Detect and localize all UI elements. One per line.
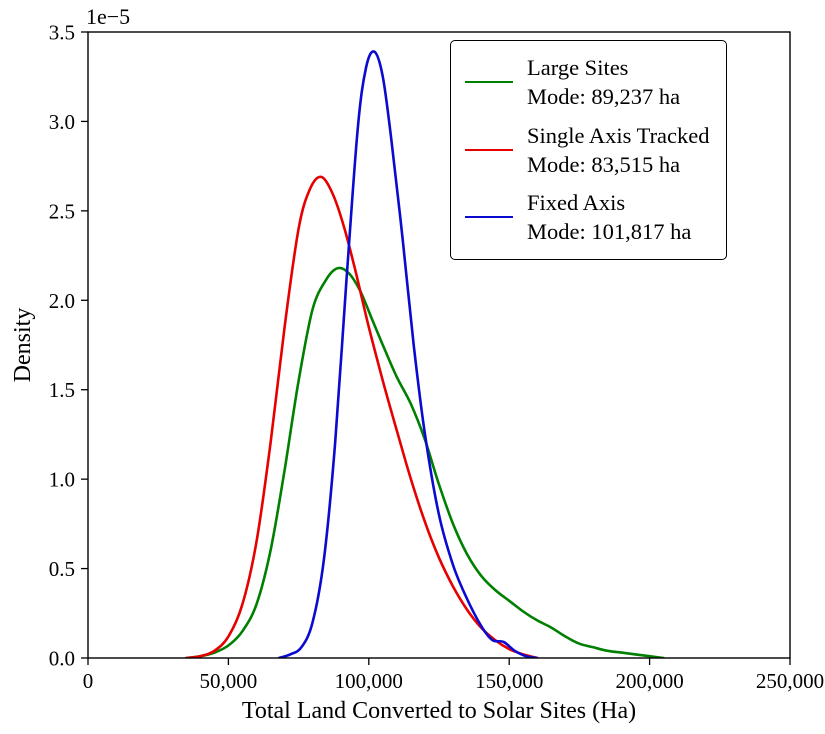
x-axis-label: Total Land Converted to Solar Sites (Ha) [241, 698, 637, 724]
y-tick-label: 1.5 [49, 378, 75, 402]
y-axis-label: Density [10, 307, 36, 383]
y-tick-label: 3.0 [49, 110, 75, 134]
legend-series-mode: Mode: 101,817 ha [527, 219, 692, 245]
legend-series-mode: Mode: 89,237 ha [527, 84, 681, 110]
legend-label-single-axis-tracked: Single Axis Tracked Mode: 83,515 ha [527, 121, 710, 180]
density-curve-large-sites [185, 266, 665, 658]
legend-label-fixed-axis: Fixed Axis Mode: 101,817 ha [527, 188, 691, 247]
legend-series-name: Fixed Axis [527, 190, 626, 215]
legend-series-name: Single Axis Tracked [527, 122, 710, 148]
legend-label-large-sites: Large Sites Mode: 89,237 ha [527, 53, 680, 112]
y-tick-label: 3.5 [49, 21, 75, 45]
density-curve-fixed-axis [277, 50, 539, 658]
plot-border [87, 31, 791, 659]
y-tick-label: 0.5 [49, 557, 75, 581]
y-tick-label: 2.0 [49, 289, 75, 313]
legend-item-single-axis-tracked: Single Axis Tracked Mode: 83,515 ha [465, 121, 710, 180]
legend-line-sample-single-axis-tracked [465, 148, 513, 151]
legend-series-mode: Mode: 83,515 ha [527, 151, 681, 177]
legend-item-large-sites: Large Sites Mode: 89,237 ha [465, 53, 710, 112]
x-tick-label: 100,000 [335, 669, 403, 693]
x-tick-label: 0 [83, 669, 94, 693]
legend-series-name: Large Sites [527, 55, 629, 80]
legend-item-fixed-axis: Fixed Axis Mode: 101,817 ha [465, 188, 710, 247]
x-tick-label: 200,000 [615, 669, 683, 693]
y-tick-label: 1.0 [49, 468, 75, 492]
legend-line-sample-large-sites [465, 81, 513, 84]
legend: Large Sites Mode: 89,237 ha Single Axis Tr… [450, 40, 727, 260]
y-axis-offset-text: 1e−5 [86, 4, 131, 29]
x-tick-label: 150,000 [475, 669, 543, 693]
density-curve-single-axis-tracked [185, 175, 539, 658]
y-tick-label: 2.5 [49, 199, 75, 223]
legend-line-sample-fixed-axis [465, 216, 513, 219]
x-tick-label: 50,000 [200, 669, 258, 693]
y-tick-label: 0.0 [49, 647, 75, 671]
x-tick-label: 250,000 [756, 669, 824, 693]
